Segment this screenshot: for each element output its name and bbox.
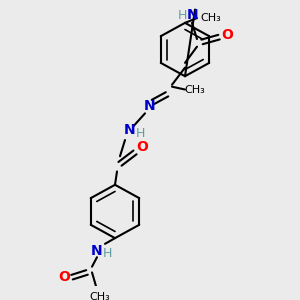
Text: CH₃: CH₃ [184,85,206,94]
Text: O: O [221,28,233,42]
Text: H: H [177,9,187,22]
Text: H: H [135,127,145,140]
Text: N: N [124,124,136,137]
Text: O: O [58,270,70,284]
Text: O: O [136,140,148,154]
Text: H: H [102,247,112,260]
Text: N: N [187,8,199,22]
Text: CH₃: CH₃ [201,13,221,23]
Text: N: N [144,99,156,113]
Text: CH₃: CH₃ [90,292,110,300]
Text: N: N [91,244,103,259]
